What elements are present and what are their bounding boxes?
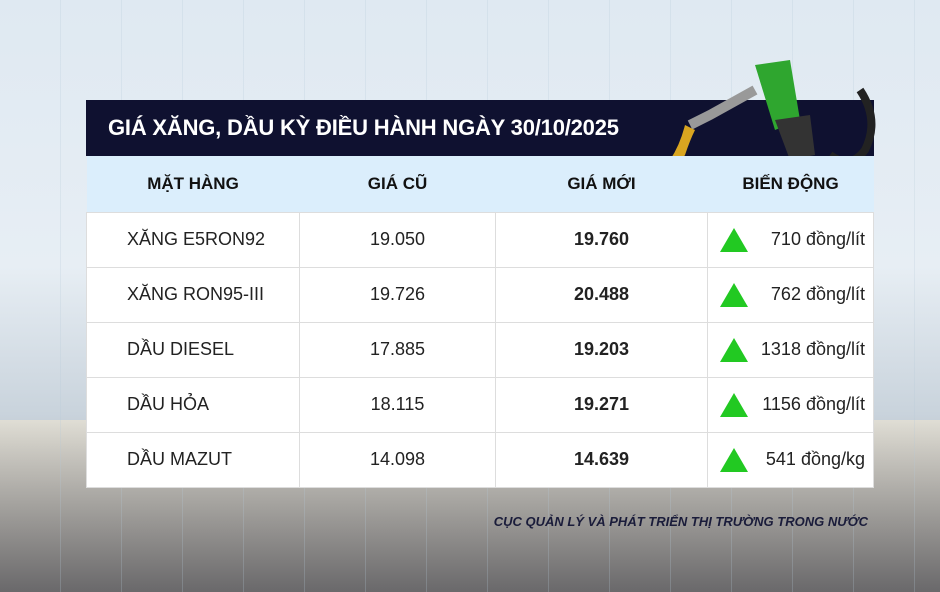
old-price: 19.726 [299, 266, 496, 323]
new-price: 19.760 [495, 211, 708, 268]
arrow-up-icon [720, 337, 748, 362]
item-name: DẦU DIESEL [86, 321, 300, 378]
arrow-up-icon [720, 447, 748, 472]
source-credit: CỤC QUẢN LÝ VÀ PHÁT TRIỂN THỊ TRƯỜNG TRO… [493, 514, 868, 529]
column-header-item: MẶT HÀNG [86, 156, 300, 212]
table-row: XĂNG E5RON92 19.050 19.760 710 đồng/lít [86, 211, 874, 268]
price-change: 541 đồng/kg [707, 431, 874, 488]
change-value: 541 đồng/kg [765, 449, 865, 469]
new-price: 19.203 [495, 321, 708, 378]
new-price: 19.271 [495, 376, 708, 433]
price-change: 710 đồng/lít [707, 211, 874, 268]
price-change: 1156 đồng/lít [707, 376, 874, 433]
change-value: 762 đồng/lít [770, 284, 865, 304]
new-price: 20.488 [495, 266, 708, 323]
change-value: 1156 đồng/lít [762, 394, 865, 414]
old-price: 19.050 [299, 211, 496, 268]
new-price: 14.639 [495, 431, 708, 488]
item-name: DẦU MAZUT [86, 431, 300, 488]
old-price: 18.115 [299, 376, 496, 433]
item-name: XĂNG RON95-III [86, 266, 300, 323]
item-name: XĂNG E5RON92 [86, 211, 300, 268]
column-header-new-price: GIÁ MỚI [495, 156, 708, 212]
table-row: XĂNG RON95-III 19.726 20.488 762 đồng/lí… [86, 266, 874, 323]
fuel-price-table: MẶT HÀNG GIÁ CŨ GIÁ MỚI BIẾN ĐỘNG XĂNG E… [86, 156, 874, 488]
table-row: DẦU MAZUT 14.098 14.639 541 đồng/kg [86, 431, 874, 488]
old-price: 14.098 [299, 431, 496, 488]
item-name: DẦU HỎA [86, 376, 300, 433]
change-value: 1318 đồng/lít [760, 339, 865, 359]
price-change: 762 đồng/lít [707, 266, 874, 323]
arrow-up-icon [720, 392, 748, 417]
column-header-old-price: GIÁ CŨ [299, 156, 496, 212]
old-price: 17.885 [299, 321, 496, 378]
table-row: DẦU DIESEL 17.885 19.203 1318 đồng/lít [86, 321, 874, 378]
arrow-up-icon [720, 227, 748, 252]
price-change: 1318 đồng/lít [707, 321, 874, 378]
column-header-change: BIẾN ĐỘNG [707, 156, 874, 212]
page-title: GIÁ XĂNG, DẦU KỲ ĐIỀU HÀNH NGÀY 30/10/20… [86, 100, 874, 156]
table-row: DẦU HỎA 18.115 19.271 1156 đồng/lít [86, 376, 874, 433]
arrow-up-icon [720, 282, 748, 307]
change-value: 710 đồng/lít [770, 229, 865, 249]
